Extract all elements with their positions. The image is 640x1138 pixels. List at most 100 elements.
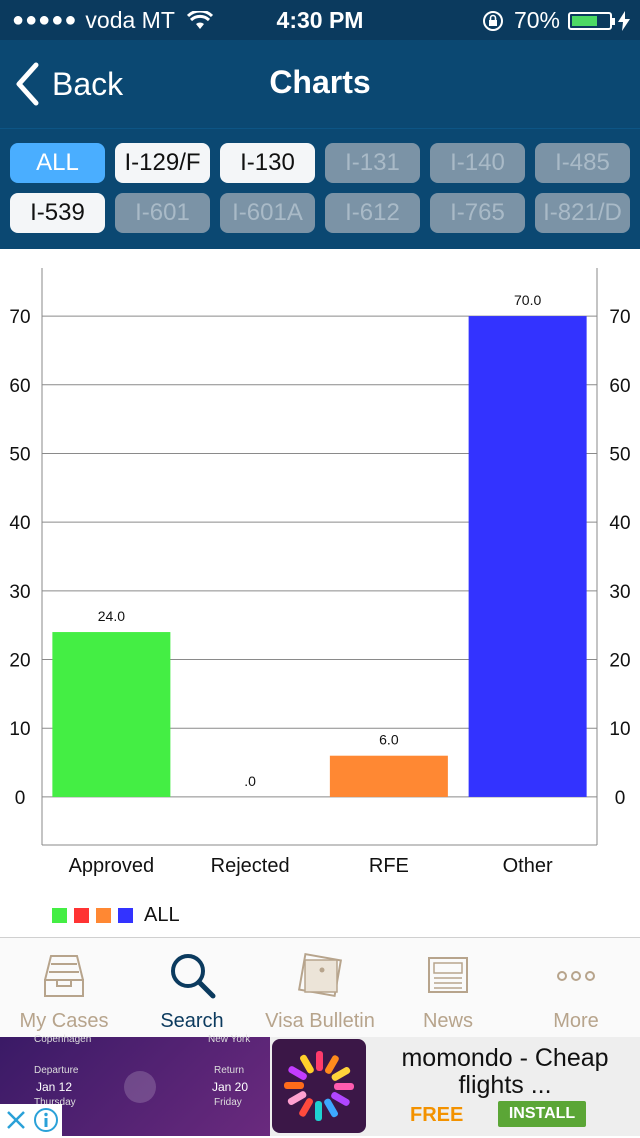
navigation-bar: Back Charts	[0, 40, 640, 128]
data-label: 70.0	[514, 292, 541, 308]
status-time: 4:30 PM	[276, 7, 364, 33]
ad-install-button[interactable]: INSTALL	[498, 1101, 586, 1127]
bar-approved	[52, 632, 171, 797]
y-tick-label-right: 10	[609, 719, 630, 740]
wifi-icon	[186, 10, 213, 29]
x-tick-label: RFE	[369, 855, 409, 877]
y-tick-label-right: 60	[609, 376, 630, 397]
logo-petal	[316, 1051, 323, 1071]
ad-controls	[0, 1104, 62, 1136]
y-tick-label-left: 40	[9, 513, 30, 534]
rotation-lock-icon	[482, 10, 503, 31]
filter-chip-i-601a[interactable]: I-601A	[220, 193, 315, 233]
legend-swatch-approved	[52, 908, 67, 923]
logo-petal	[287, 1091, 307, 1105]
ad-swap-icon	[124, 1071, 156, 1103]
y-tick-label-right: 0	[615, 788, 626, 809]
filter-chip-i-821-d[interactable]: I-821/D	[535, 193, 630, 233]
filter-chip-i-129-f[interactable]: I-129/F	[115, 143, 210, 183]
tab-my-cases[interactable]: My Cases	[0, 938, 128, 1038]
logo-petal	[315, 1101, 322, 1121]
y-tick-label-left: 10	[9, 719, 30, 740]
logo-petal	[331, 1092, 350, 1106]
y-tick-label-left: 60	[9, 376, 30, 397]
tab-visa-bulletin[interactable]: Visa Bulletin	[256, 938, 384, 1038]
close-icon[interactable]	[2, 1106, 30, 1134]
page-title: Charts	[269, 64, 371, 100]
status-right: 70%	[482, 7, 630, 34]
filter-chip-i-131[interactable]: I-131	[325, 143, 420, 183]
filter-chip-i-539[interactable]: I-539	[10, 193, 105, 233]
search-icon	[171, 954, 216, 999]
x-tick-label: Other	[503, 855, 553, 877]
charging-bolt-icon	[618, 10, 630, 31]
ad-return-date: Jan 20	[212, 1080, 249, 1094]
ad-banner[interactable]: Copenhagen New York Departure Jan 12 Thu…	[0, 1034, 640, 1136]
tab-label: Search	[160, 1010, 224, 1032]
filter-chip-i-612[interactable]: I-612	[325, 193, 420, 233]
momondo-logo-icon[interactable]	[272, 1039, 366, 1133]
logo-petal	[284, 1082, 304, 1089]
status-bar: ●●●●● voda MT 4:30 PM 70%	[0, 0, 640, 40]
data-label: 24.0	[98, 608, 125, 624]
y-tick-label-left: 20	[9, 651, 30, 672]
inbox-tray-icon	[44, 955, 84, 997]
logo-petal	[334, 1083, 354, 1090]
y-tick-label-right: 20	[609, 651, 630, 672]
logo-petal	[325, 1055, 339, 1074]
signal-dots-icon: ●●●●●	[12, 9, 78, 31]
carrier-name: voda MT	[85, 7, 175, 33]
filter-chip-i-765[interactable]: I-765	[430, 193, 525, 233]
tab-label: More	[553, 1010, 599, 1032]
logo-petal	[331, 1067, 351, 1081]
y-tick-label-right: 70	[609, 307, 630, 328]
logo-petal	[324, 1098, 338, 1118]
legend-swatch-rfe	[96, 908, 111, 923]
tab-label: My Cases	[19, 1010, 109, 1032]
filter-chip-i-601[interactable]: I-601	[115, 193, 210, 233]
back-button[interactable]: Back	[14, 62, 123, 106]
ad-to-city: New York	[208, 1034, 251, 1045]
legend-swatch-rejected	[74, 908, 89, 923]
ad-departure-label: Departure	[34, 1065, 79, 1076]
battery-icon	[568, 11, 615, 30]
tab-more[interactable]: More	[512, 938, 640, 1038]
filter-chip-i-485[interactable]: I-485	[535, 143, 630, 183]
chevron-left-icon	[16, 62, 39, 106]
tab-news[interactable]: News	[384, 938, 512, 1038]
tab-bar: My Cases Search Visa Bulletin News	[0, 937, 640, 1038]
tab-search[interactable]: Search	[128, 938, 256, 1038]
y-tick-label-left: 50	[9, 444, 30, 465]
newspaper-icon	[428, 957, 468, 993]
ad-title[interactable]: momondo - Cheap flights ...	[401, 1044, 609, 1099]
filter-chip-i-130[interactable]: I-130	[220, 143, 315, 183]
form-filter-bar: ALL I-129/F I-130 I-131 I-140 I-485 I-539 I-601…	[0, 128, 640, 249]
back-label: Back	[52, 65, 124, 102]
x-tick-label: Rejected	[211, 855, 290, 877]
data-label: 6.0	[379, 732, 399, 748]
status-left: ●●●●● voda MT	[12, 7, 213, 34]
chart-legend: ALL	[52, 904, 180, 927]
bar-chart: 0 0 10 10 20 20 30 30 40 40 50 50 60 60 70 70 24.0 Approv…	[0, 248, 640, 938]
chart-svg: 0 0 10 10 20 20 30 30 40 40 50 50 60 60 70 70 24.0 Approv…	[9, 268, 631, 877]
filter-chip-i-140[interactable]: I-140	[430, 143, 525, 183]
logo-petal	[299, 1098, 313, 1117]
logo-petal	[300, 1054, 314, 1074]
legend-swatch-other	[118, 908, 133, 923]
more-dots-icon	[557, 971, 595, 981]
bar-rfe	[329, 755, 448, 797]
y-tick-label-right: 50	[609, 444, 630, 465]
tab-label: News	[422, 1010, 473, 1032]
y-tick-label-right: 40	[609, 513, 630, 534]
ad-return-day: Friday	[214, 1097, 242, 1108]
ad-from-city: Copenhagen	[34, 1034, 92, 1045]
logo-petal	[288, 1066, 307, 1080]
legend-label: ALL	[144, 904, 180, 926]
ad-price-label: FREE	[410, 1104, 464, 1126]
ad-info-icon[interactable]	[32, 1106, 60, 1134]
y-tick-label-left: 0	[15, 788, 26, 809]
filter-chip-all[interactable]: ALL	[10, 143, 105, 183]
data-label: .0	[244, 773, 256, 789]
y-tick-label-left: 70	[9, 307, 30, 328]
y-tick-label-right: 30	[609, 582, 630, 603]
